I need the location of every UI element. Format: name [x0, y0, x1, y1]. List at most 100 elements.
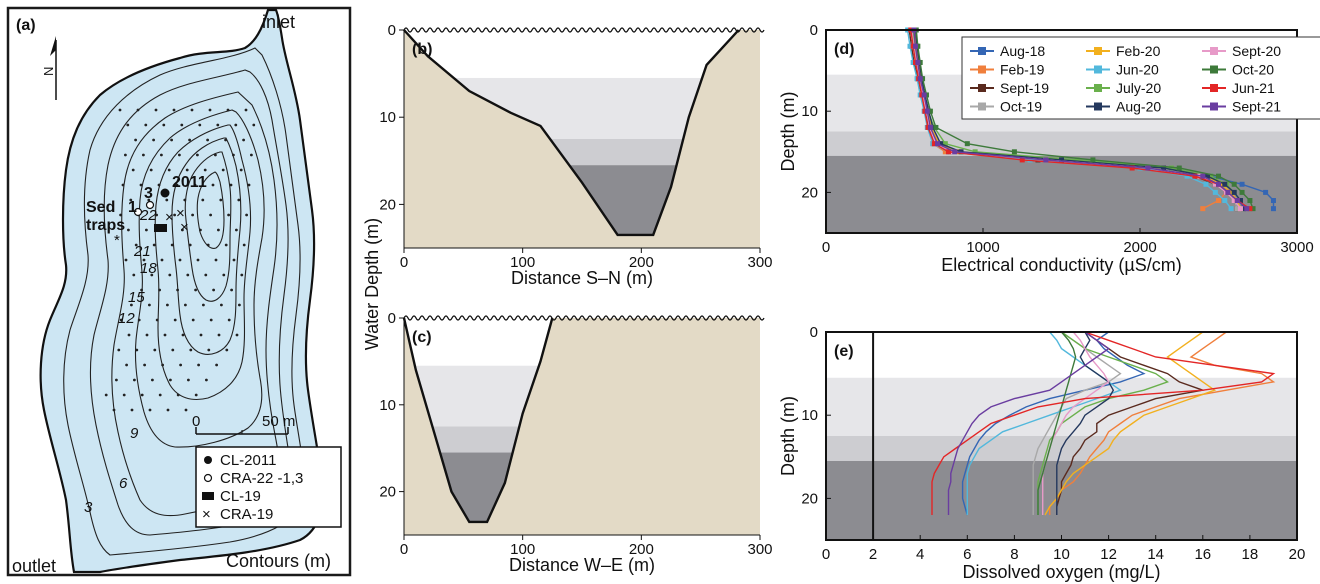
panel-tag: (c): [412, 329, 432, 346]
survey-point: [204, 273, 208, 277]
data-point: [1231, 181, 1237, 187]
legend-item: Oct-19: [970, 99, 1042, 115]
survey-point: [229, 183, 233, 187]
survey-point: [245, 213, 249, 217]
data-point: [917, 76, 923, 82]
data-point: [927, 108, 933, 114]
data-point: [1263, 189, 1269, 195]
data-point: [934, 141, 940, 147]
survey-point: [234, 123, 238, 127]
data-point: [1145, 165, 1151, 171]
data-point: [1231, 189, 1237, 195]
survey-point: [209, 213, 213, 217]
survey-point: [137, 318, 141, 322]
survey-point: [155, 213, 159, 217]
survey-point: [166, 303, 169, 307]
x-tick-label: 14: [1147, 546, 1164, 563]
data-point: [945, 149, 951, 155]
survey-point: [219, 198, 223, 202]
survey-point: [190, 108, 194, 112]
inlet-label: inlet: [262, 12, 295, 32]
x-axis-label: Dissolved oxygen (mg/L): [962, 562, 1160, 582]
survey-point: [112, 408, 116, 412]
data-point: [924, 108, 930, 114]
survey-point: [181, 333, 185, 337]
series-sept-21: [911, 27, 1250, 212]
survey-point: [170, 138, 174, 142]
legend-label: Sept-19: [1000, 80, 1049, 96]
survey-point: [142, 258, 146, 262]
y-tick-label: 0: [388, 22, 396, 39]
data-point: [1176, 165, 1182, 171]
data-point: [1212, 181, 1218, 187]
legend-swatch-marker: [1094, 84, 1102, 92]
x-tick-label: 20: [1289, 546, 1306, 563]
survey-point: [154, 108, 158, 112]
svg-text:×: ×: [202, 506, 211, 523]
data-point: [1270, 206, 1276, 212]
x-tick-label: 2000: [1123, 239, 1156, 256]
survey-point: [173, 213, 177, 217]
legend-cra-19: CRA-19: [220, 506, 273, 523]
legend-label: Oct-20: [1232, 62, 1274, 78]
series-line: [913, 29, 1248, 210]
survey-point: [227, 213, 231, 217]
legend-label: Feb-19: [1000, 62, 1045, 78]
survey-point: [188, 138, 192, 142]
survey-point: [115, 378, 118, 382]
survey-point: [216, 123, 220, 127]
data-point: [1205, 173, 1211, 179]
survey-point: [186, 273, 190, 277]
legend-label: Jun-21: [1232, 80, 1275, 96]
data-point: [1222, 181, 1228, 187]
data-point: [1239, 181, 1245, 187]
north-label: N: [41, 67, 56, 76]
north-arrow: N: [41, 36, 57, 100]
contour-label-3: 3: [84, 499, 93, 516]
panel-tag: (b): [412, 41, 432, 58]
x-tick-label: 0: [822, 239, 830, 256]
legend-swatch-marker: [978, 47, 986, 55]
y-tick-label: 20: [801, 490, 818, 507]
site-cra-19-marker: ×: [165, 209, 174, 226]
legend-swatch-marker: [1094, 65, 1102, 74]
water-surface: [403, 315, 765, 321]
legend-swatch-marker: [978, 84, 986, 92]
x-tick-label: 200: [629, 541, 654, 558]
survey-point: [132, 273, 136, 277]
survey-point: [148, 408, 152, 412]
series-feb-20: [1044, 331, 1217, 516]
survey-point: [187, 378, 190, 382]
x-tick-label: 3000: [1280, 239, 1313, 256]
survey-point: [232, 153, 235, 157]
survey-point: [158, 288, 162, 292]
data-point: [1011, 149, 1017, 155]
panel-e-oxygen: 0 2 4 6 8 10 12 14 16 18 20 0 10 20 Dissolved oxygen (…: [778, 324, 1305, 582]
data-point: [1228, 206, 1234, 212]
legend-label: July-20: [1116, 80, 1161, 96]
survey-point: [179, 363, 183, 367]
contour-label-12: 12: [118, 310, 135, 327]
survey-point: [142, 153, 145, 157]
survey-point: [145, 228, 148, 232]
x-axis-label: Electrical conductivity (µS/cm): [941, 255, 1181, 275]
survey-point: [239, 168, 243, 172]
series-sept-19: [1056, 331, 1206, 515]
data-point: [933, 124, 939, 130]
legend-item: Jun-20: [1086, 62, 1159, 78]
legend: Aug-18 Feb-19 Sept-19 Oct-19 Feb-20 Jun-20 Jul…: [961, 36, 1320, 120]
data-point: [1184, 173, 1190, 179]
contour-label-22: 22: [139, 207, 157, 224]
data-point: [1216, 173, 1221, 179]
survey-point: [161, 363, 165, 367]
site-cl-2011-marker: [160, 188, 170, 198]
panel-tag: (d): [834, 41, 854, 58]
y-tick-label: 20: [379, 196, 396, 213]
survey-point: [136, 108, 140, 112]
survey-point: [242, 243, 246, 247]
survey-point: [170, 243, 174, 247]
y-tick-label: 0: [388, 310, 396, 327]
survey-point: [143, 363, 147, 367]
series-jun-20: [966, 331, 1122, 515]
series-line: [915, 29, 1254, 209]
